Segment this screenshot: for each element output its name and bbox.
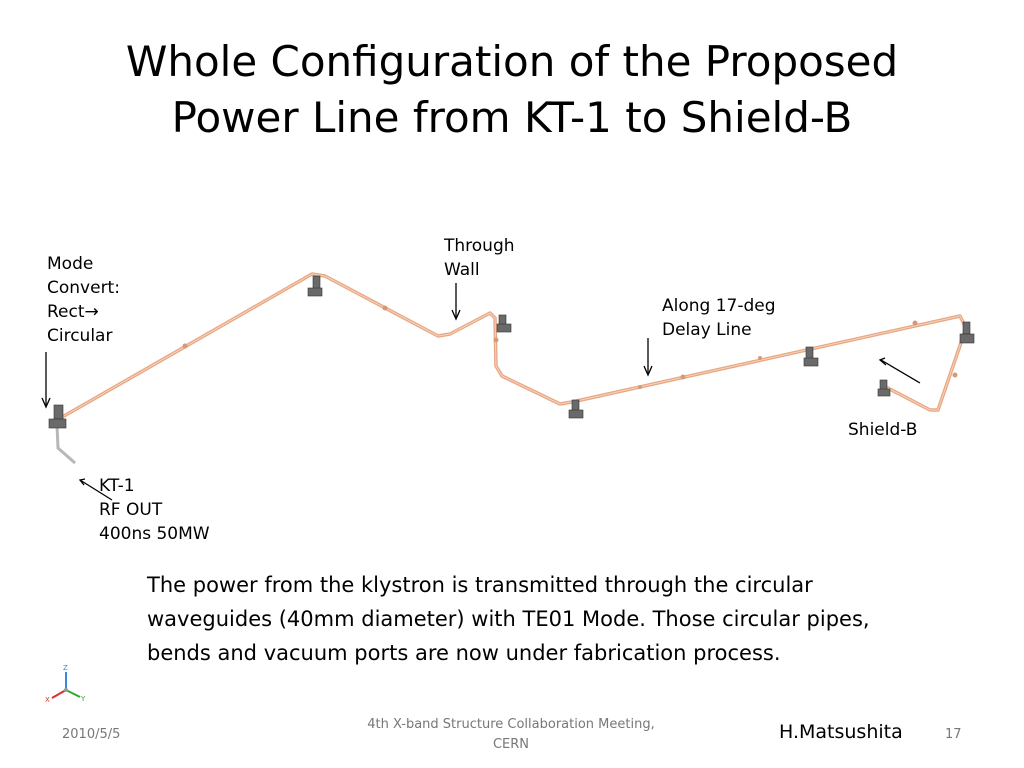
support-mode-converter bbox=[48, 404, 67, 429]
footer-date: 2010/5/5 bbox=[62, 727, 121, 742]
waveguide-path bbox=[56, 272, 968, 422]
through-wall-arrow bbox=[451, 283, 461, 321]
support-through-wall bbox=[496, 314, 512, 333]
label-through-wall: Through Wall bbox=[444, 236, 515, 280]
axis-y-label: Y bbox=[80, 695, 86, 703]
slide-title-line-1: Whole Configuration of the Proposed bbox=[125, 37, 899, 86]
shield-b-arrow bbox=[878, 357, 921, 384]
support-shield-b bbox=[877, 379, 891, 397]
support-peak bbox=[307, 275, 323, 297]
label-kt1: KT-1 RF OUT 400ns 50MW bbox=[99, 476, 210, 544]
delay-line-arrow bbox=[643, 338, 653, 377]
label-along-delay-line: Along 17-deg Delay Line bbox=[662, 296, 776, 340]
slide-title: Whole Configuration of the Proposed Powe… bbox=[40, 34, 984, 146]
axis-x-label: X bbox=[45, 696, 50, 704]
waveguide-highlight bbox=[56, 273, 967, 421]
slide-title-line-2: Power Line from KT-1 to Shield-B bbox=[171, 93, 853, 142]
annotation-arrows bbox=[41, 283, 921, 501]
footer-meeting: 4th X-band Structure Collaboration Meeti… bbox=[367, 717, 655, 752]
mode-convert-arrow bbox=[41, 352, 51, 409]
axis-z-label: Z bbox=[63, 664, 68, 672]
label-mode-convert: Mode Convert: Rect→ Circular bbox=[47, 254, 120, 346]
pipe-supports bbox=[48, 275, 975, 429]
support-low-bend bbox=[568, 399, 584, 419]
support-delay-line bbox=[803, 346, 819, 367]
flange-markers bbox=[182, 305, 958, 389]
support-far-end bbox=[959, 321, 975, 344]
footer-page-number: 17 bbox=[945, 727, 962, 742]
label-shield-b: Shield-B bbox=[848, 420, 918, 440]
axis-triad-icon: Z X Y bbox=[45, 664, 86, 704]
slide-caption: The power from the klystron is transmitt… bbox=[147, 573, 870, 665]
footer-author: H.Matsushita bbox=[779, 721, 903, 743]
kt1-arrow bbox=[78, 478, 113, 501]
kt1-feed-pipe bbox=[55, 424, 76, 465]
